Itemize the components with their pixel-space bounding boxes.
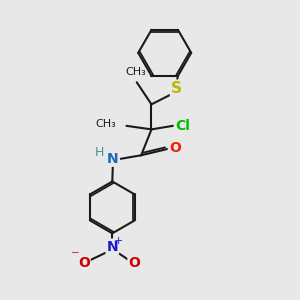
Text: +: + xyxy=(114,236,124,246)
Text: S: S xyxy=(171,81,182,96)
Text: Cl: Cl xyxy=(175,119,190,133)
Text: O: O xyxy=(128,256,140,270)
Text: N: N xyxy=(107,152,119,166)
Text: N: N xyxy=(106,240,118,254)
Text: H: H xyxy=(94,146,104,159)
Text: O: O xyxy=(169,141,181,155)
Text: O: O xyxy=(78,256,90,270)
Text: CH₃: CH₃ xyxy=(125,67,146,77)
Text: ⁻: ⁻ xyxy=(70,247,79,265)
Text: CH₃: CH₃ xyxy=(95,119,116,129)
